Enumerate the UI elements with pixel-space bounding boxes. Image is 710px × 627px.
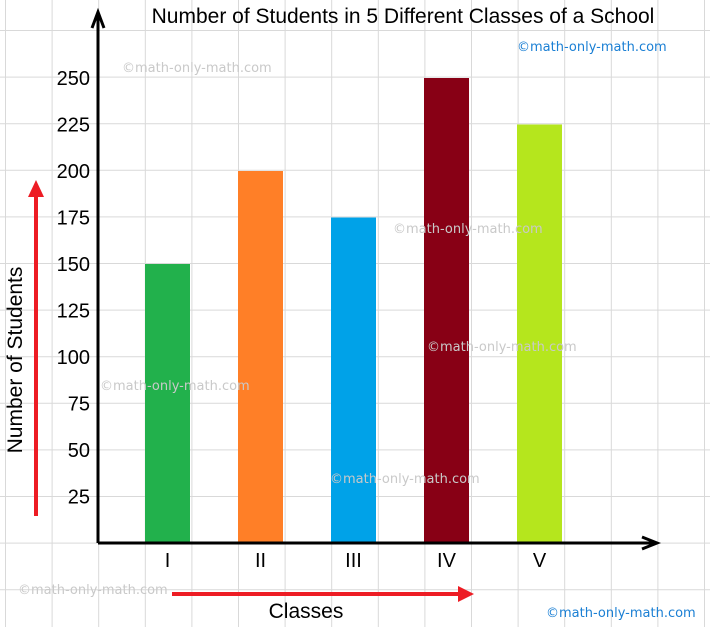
x-tick-label: IV [437,550,457,572]
y-tick-label: 25 [68,487,90,509]
watermark: ©math-only-math.com [330,472,480,487]
axes [90,7,662,551]
y-tick-label: 175 [57,208,90,230]
watermark: ©math-only-math.com [427,340,577,355]
x-axis-arrowhead [641,535,662,551]
bar-III [331,217,376,543]
x-axis-label: Classes [269,600,344,623]
bar-I [145,264,190,543]
y-tick-label: 50 [68,440,90,462]
chart-title: Number of Students in 5 Different Classe… [152,5,655,28]
x-direction-arrow [172,586,474,602]
y-axis-label: Number of Students [4,267,27,454]
y-direction-arrow [28,180,44,516]
y-tick-label: 150 [57,254,90,276]
watermark-blue: ©math-only-math.com [546,606,696,621]
watermark: ©math-only-math.com [100,379,250,394]
x-tick-label: II [255,550,266,572]
x-tick-label: V [533,550,547,572]
watermark: ©math-only-math.com [18,583,168,598]
watermark: ©math-only-math.com [393,222,543,237]
y-tick-label: 100 [57,347,90,369]
x-tick-label: I [165,550,171,572]
y-tick-label: 250 [57,68,90,90]
y-tick-label: 125 [57,301,90,323]
y-axis-arrowhead [90,7,106,29]
bar-V [517,124,562,543]
bar-II [238,171,283,543]
y-tick-label: 75 [68,394,90,416]
x-tick-label: III [345,550,362,572]
y-tick-label: 225 [57,115,90,137]
watermark: ©math-only-math.com [122,61,272,76]
y-tick-label: 200 [57,161,90,183]
bar-IV [424,78,469,543]
watermark-blue: ©math-only-math.com [517,40,667,55]
